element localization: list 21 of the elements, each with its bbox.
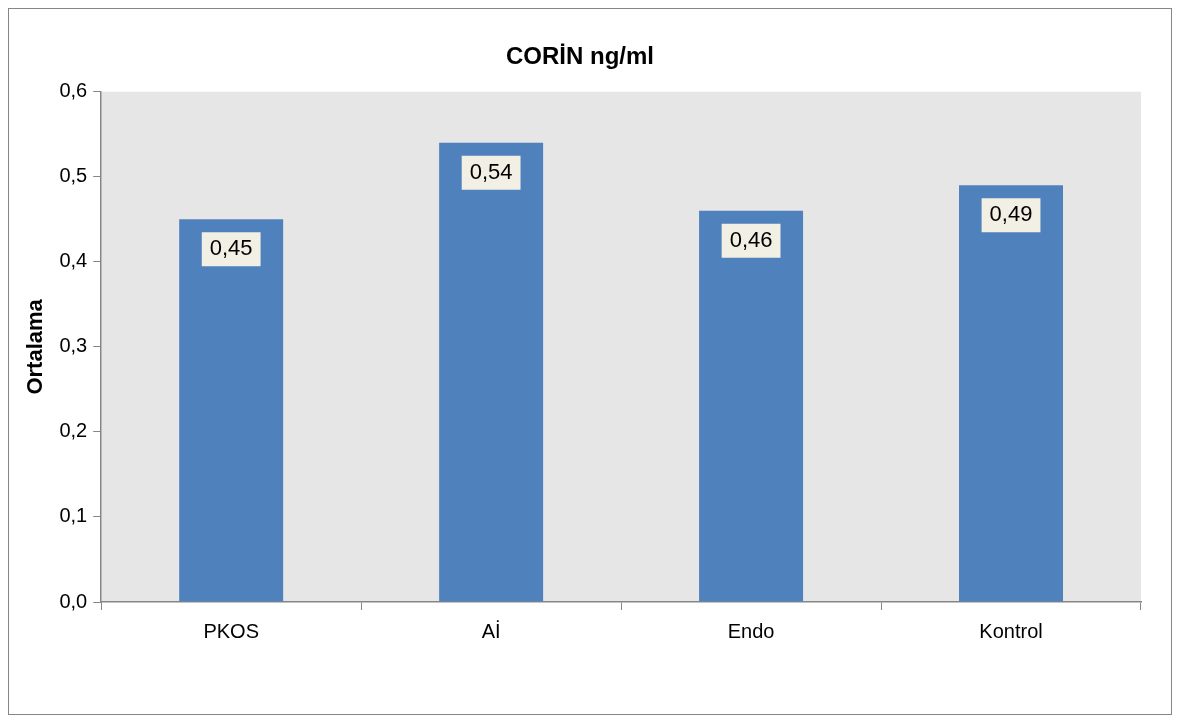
y-tick-label: 0,2 <box>59 419 88 442</box>
data-label: 0,54 <box>469 158 513 184</box>
y-tick-label: 0,4 <box>59 249 88 272</box>
y-tick-label: 0,6 <box>59 79 88 102</box>
y-tick-label: 0,3 <box>59 334 88 357</box>
y-tick-label: 0,1 <box>59 504 88 527</box>
y-tick-label: 0,5 <box>59 164 88 187</box>
bar <box>959 185 1064 602</box>
bar <box>439 142 544 602</box>
x-tick-label: Kontrol <box>979 619 1043 642</box>
chart-title: CORİN ng/ml <box>506 42 654 70</box>
data-label: 0,45 <box>209 235 253 261</box>
x-tick-label: Aİ <box>481 619 501 642</box>
y-axis-title: Ortalama <box>22 298 48 395</box>
bar <box>699 210 804 602</box>
y-tick-label: 0,0 <box>59 589 88 612</box>
data-label: 0,49 <box>989 201 1033 227</box>
data-label: 0,46 <box>729 226 773 252</box>
bar <box>179 219 284 602</box>
x-tick-label: PKOS <box>203 619 259 642</box>
x-tick-label: Endo <box>727 619 775 642</box>
